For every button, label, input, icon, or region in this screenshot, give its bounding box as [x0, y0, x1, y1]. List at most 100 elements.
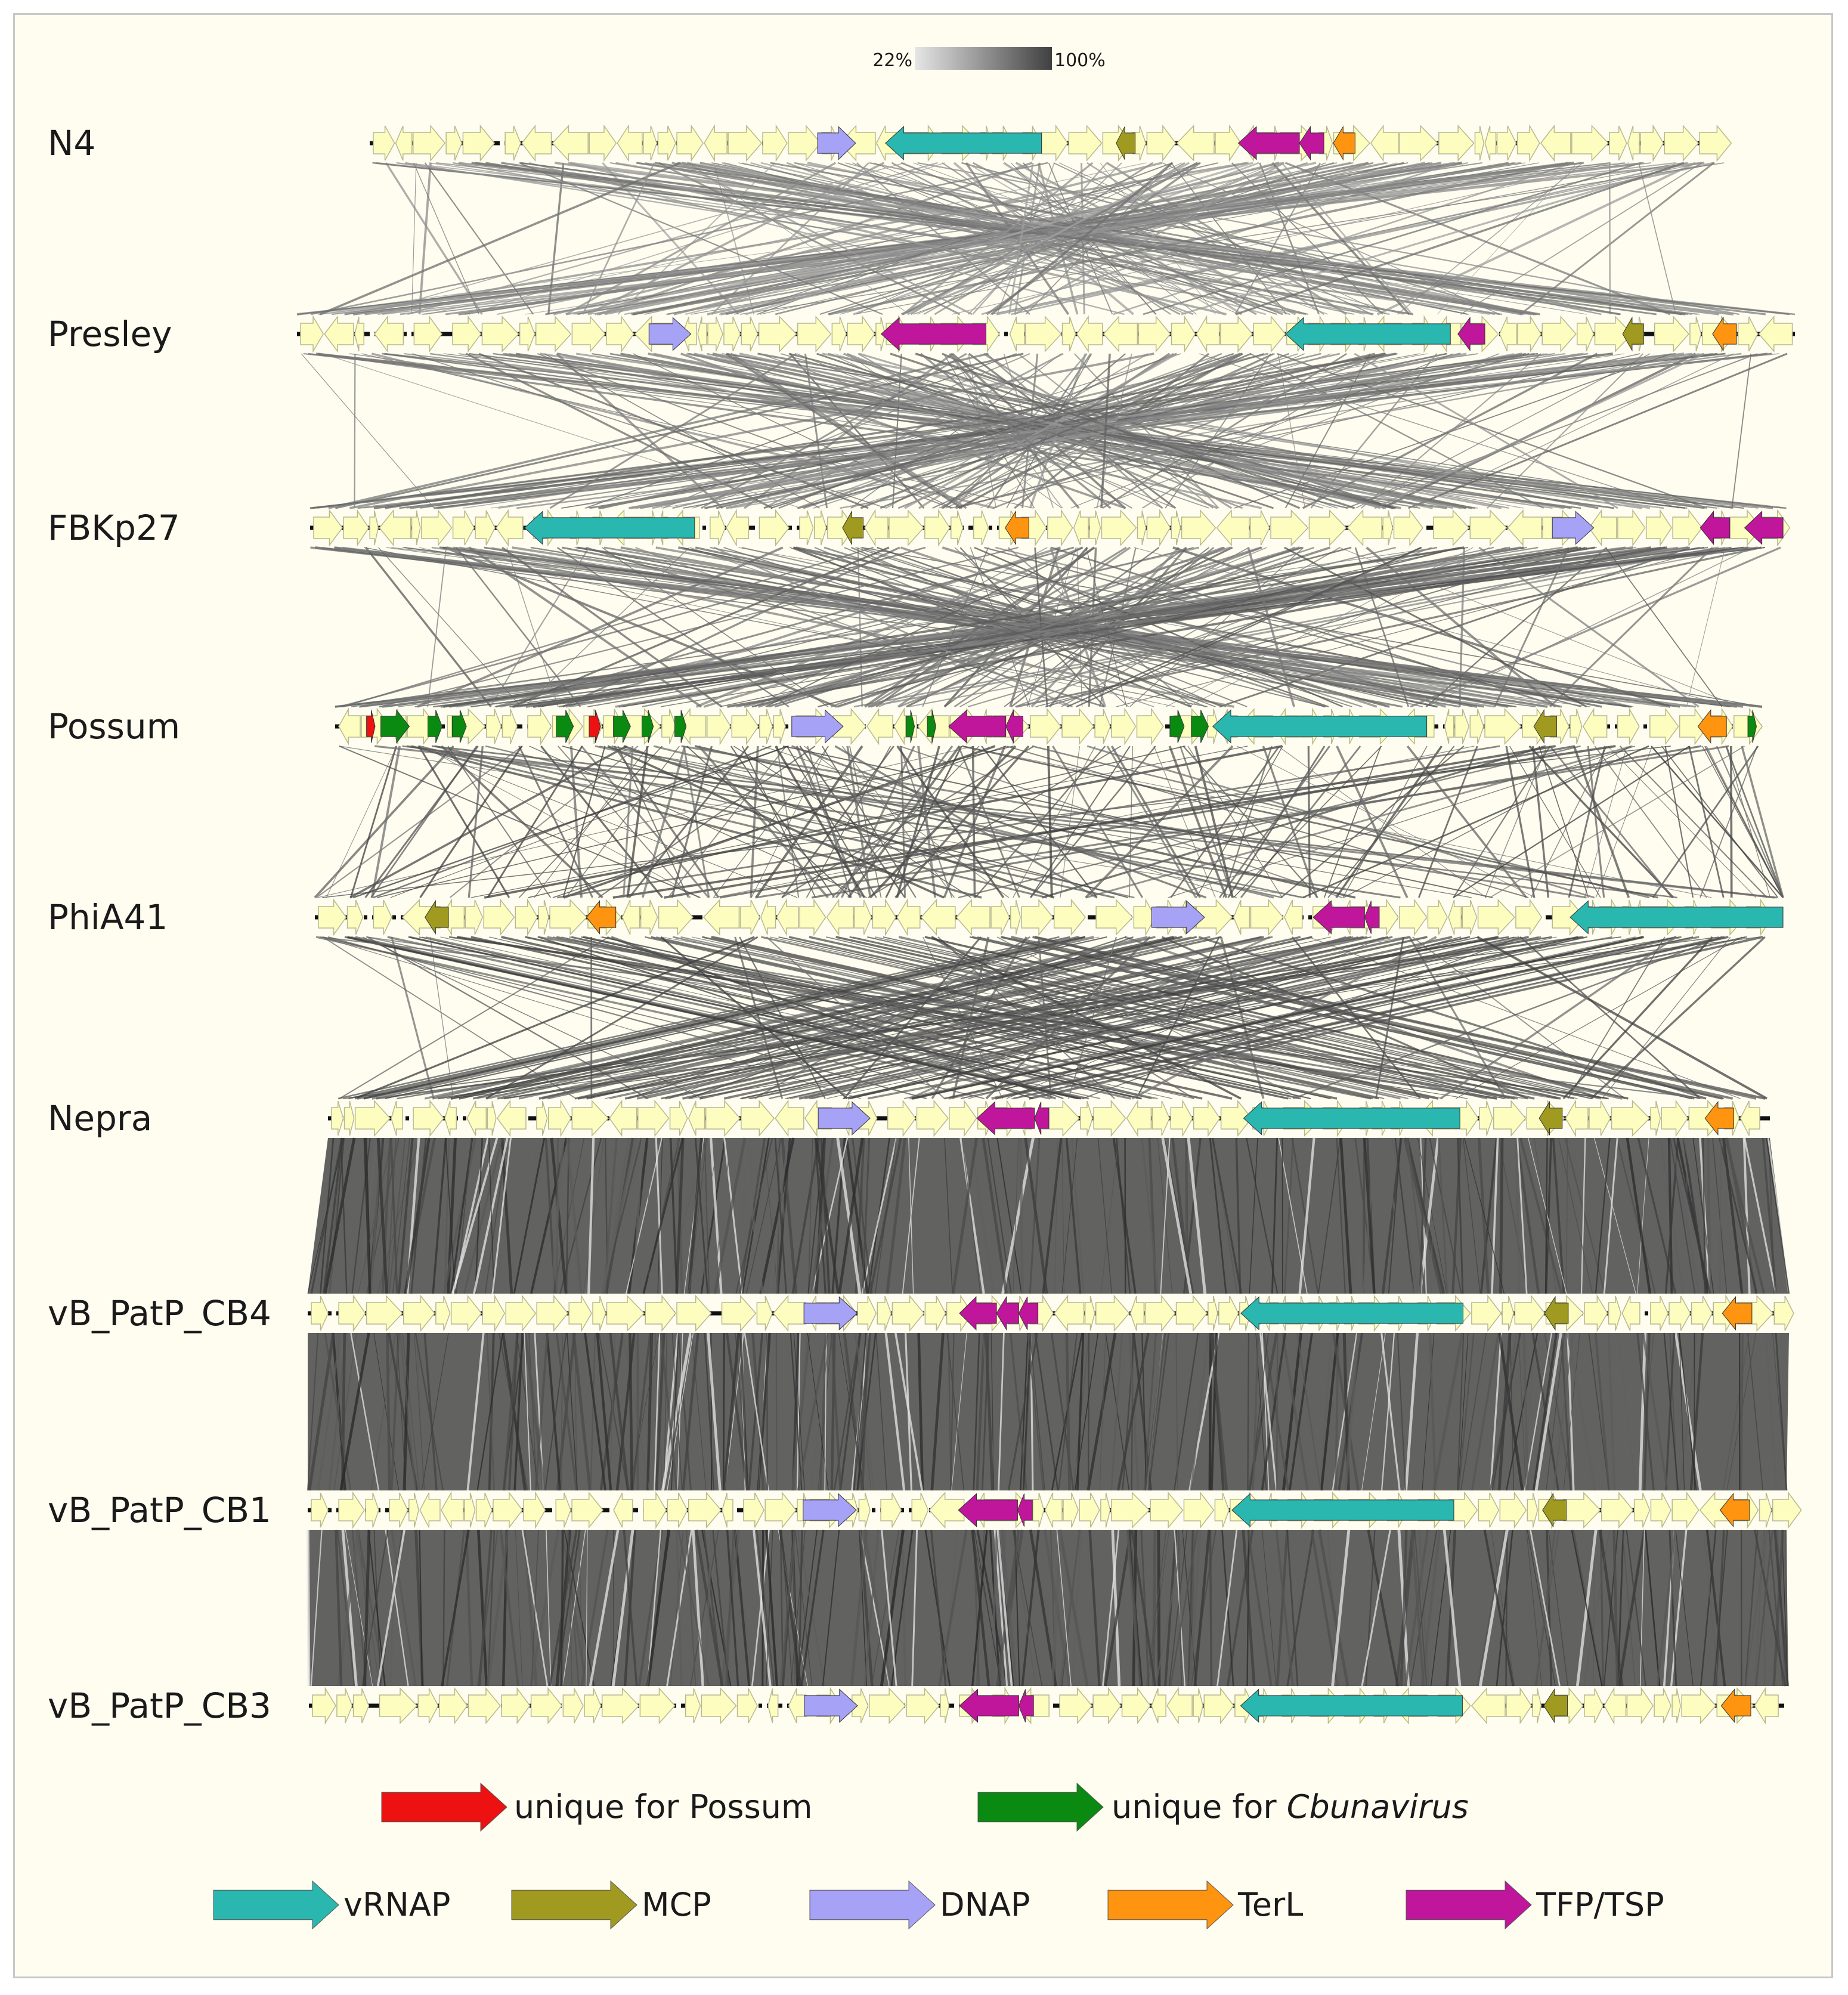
synteny-link: [1339, 1137, 1352, 1294]
gene-arrow: [1577, 316, 1595, 352]
synteny-link: [829, 353, 1163, 509]
synteny-link: [1288, 1332, 1313, 1491]
gene-arrow: [313, 509, 343, 547]
gene-arrow: [1484, 708, 1522, 745]
synteny-link: [419, 1529, 423, 1687]
synteny-link: [735, 1137, 739, 1294]
synteny-link: [868, 546, 1719, 708]
gene-arrow: [1499, 1491, 1527, 1529]
synteny-link: [557, 745, 1500, 899]
gene-arrow: [831, 316, 847, 352]
synteny-link: [1645, 1529, 1661, 1687]
synteny-link: [898, 936, 1623, 1100]
synteny-link: [1014, 162, 1285, 316]
gene-arrow: [1532, 1688, 1542, 1724]
synteny-link: [1539, 746, 1589, 898]
gene-arrow: [343, 509, 370, 547]
gene-tfp-tsp: [959, 1296, 997, 1331]
genome-track-1: [297, 315, 1795, 353]
synteny-link: [1686, 547, 1726, 707]
synteny-link: [810, 1137, 834, 1294]
synteny-link: [1088, 1529, 1101, 1687]
gene-arrow: [1611, 1100, 1651, 1137]
synteny-link: [677, 1332, 683, 1491]
synteny-link: [1209, 1332, 1228, 1491]
gene-arrow: [536, 1100, 548, 1136]
synteny-link: [410, 1137, 427, 1294]
gene-arrow: [1661, 1099, 1689, 1137]
gene-arrow: [352, 1688, 370, 1724]
gene-arrow: [1144, 1294, 1176, 1332]
synteny-link: [663, 1332, 668, 1491]
synteny-link: [830, 546, 1262, 708]
gene-tfp-tsp: [1700, 511, 1731, 545]
synteny-link: [648, 1137, 650, 1294]
synteny-link: [1568, 746, 1606, 898]
gene-tfp-tsp: [1017, 1493, 1033, 1527]
synteny-link: [845, 1137, 869, 1294]
gene-arrow: [1541, 316, 1577, 352]
synteny-link: [386, 1137, 397, 1294]
synteny-link: [821, 746, 917, 898]
synteny-link: [1335, 745, 1443, 899]
gene-arrow: [1515, 898, 1543, 936]
genome-track-8: [309, 1687, 1788, 1725]
synteny-link: [1336, 1137, 1346, 1294]
synteny-link: [1320, 1332, 1339, 1491]
synteny-link: [376, 1529, 405, 1687]
synteny-link: [1670, 1529, 1688, 1687]
gene-arrow: [482, 1294, 506, 1332]
gene-arrow: [1438, 125, 1475, 162]
synteny-link: [432, 1137, 447, 1294]
synteny-link: [322, 936, 985, 1099]
synteny-link: [1549, 546, 1713, 708]
synteny-link: [357, 1529, 386, 1687]
synteny-link: [373, 1332, 400, 1491]
gene-arrow: [1193, 1688, 1204, 1724]
synteny-link: [406, 745, 1401, 899]
synteny-link: [1296, 1332, 1321, 1491]
synteny-link: [1637, 1137, 1649, 1294]
synteny-link: [1552, 1332, 1574, 1491]
gene-arrow: [1025, 316, 1062, 352]
gene-arrow: [759, 509, 790, 547]
synteny-link: [581, 936, 1311, 1099]
genome-tracks: [297, 124, 1802, 1725]
synteny-link: [518, 746, 663, 898]
synteny-link: [340, 1137, 348, 1294]
synteny-link: [418, 745, 1047, 899]
synteny-link: [1590, 936, 1766, 1100]
synteny-link: [733, 746, 971, 898]
synteny-link: [722, 1332, 725, 1491]
gene-arrow: [764, 1491, 797, 1529]
synteny-link: [730, 353, 1704, 509]
legend-swatch: [977, 1782, 1104, 1832]
synteny-link: [1029, 1332, 1045, 1491]
synteny-link: [1593, 1137, 1636, 1294]
synteny-link: [589, 1529, 620, 1687]
synteny-link: [838, 1332, 865, 1491]
synteny-link: [1235, 1137, 1242, 1294]
synteny-link: [1747, 1332, 1763, 1491]
gene-arrow: [1773, 1295, 1794, 1331]
synteny-link: [1682, 1137, 1708, 1294]
synteny-link: [1595, 746, 1653, 898]
gene-arrow: [973, 510, 989, 546]
gene-arrow: [475, 510, 496, 546]
synteny-link: [811, 936, 1541, 1100]
gene-arrow: [1196, 899, 1233, 936]
gene-arrow: [875, 316, 886, 352]
synteny-link: [1058, 162, 1387, 315]
synteny-link: [1161, 1137, 1193, 1294]
synteny-link: [853, 162, 1682, 315]
gene-arrow: [1059, 1687, 1093, 1725]
synteny-link: [1489, 746, 1745, 898]
synteny-link: [376, 1137, 388, 1294]
gene-arrow: [697, 316, 707, 352]
synteny-link: [656, 936, 1385, 1099]
synteny-link: [1211, 1137, 1243, 1294]
synteny-link: [1196, 746, 1283, 898]
gene-arrow: [369, 510, 379, 546]
synteny-link: [1310, 1529, 1339, 1687]
synteny-link: [1785, 1529, 1789, 1687]
